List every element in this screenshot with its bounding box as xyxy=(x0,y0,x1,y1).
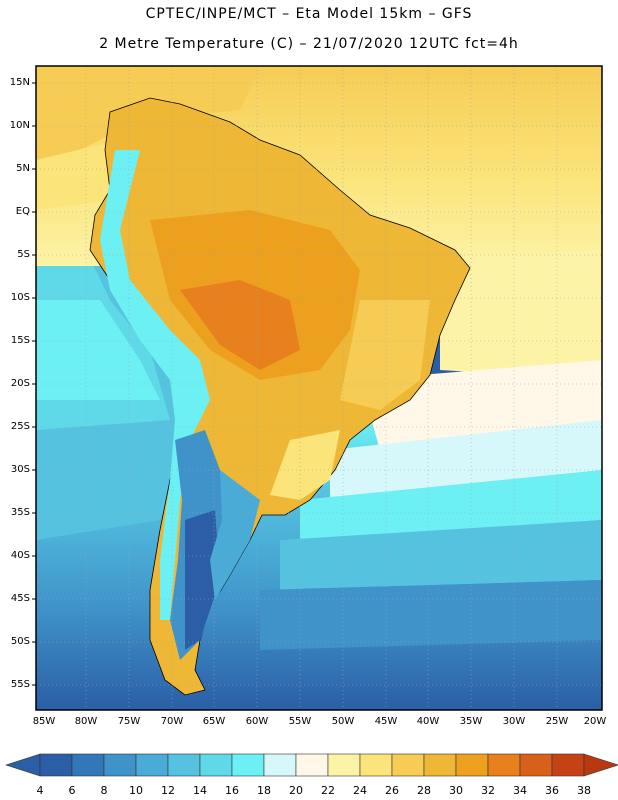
colorbar-label: 34 xyxy=(513,784,527,797)
colorbar-label: 24 xyxy=(353,784,367,797)
colorbar-swatch xyxy=(551,753,585,777)
colorbar-swatch xyxy=(359,753,393,777)
lat-label: 20S xyxy=(10,378,30,389)
lon-label: 30W xyxy=(502,716,526,727)
colorbar-swatch xyxy=(103,753,137,777)
graticule xyxy=(36,66,602,710)
colorbar-label: 16 xyxy=(225,784,239,797)
colorbar-swatch xyxy=(167,753,201,777)
colorbar-swatch xyxy=(423,753,457,777)
colorbar-label: 36 xyxy=(545,784,559,797)
lon-label: 35W xyxy=(459,716,483,727)
colorbar-swatch xyxy=(263,753,297,777)
colorbar-label: 12 xyxy=(161,784,175,797)
colorbar-label: 18 xyxy=(257,784,271,797)
colorbar-swatch xyxy=(199,753,233,777)
colorbar-swatch xyxy=(71,753,105,777)
lon-label: 85W xyxy=(32,716,56,727)
colorbar-label: 32 xyxy=(481,784,495,797)
colorbar-label: 6 xyxy=(68,784,76,797)
colorbar-swatch xyxy=(295,753,329,777)
lon-label: 60W xyxy=(245,716,269,727)
lat-label: 15S xyxy=(10,335,30,346)
lat-label: 30S xyxy=(10,464,30,475)
colorbar-swatch xyxy=(391,753,425,777)
lat-label: EQ xyxy=(15,206,30,217)
map-title-line2: 2 Metre Temperature (C) – 21/07/2020 12U… xyxy=(99,36,519,52)
colorbar xyxy=(5,753,618,777)
lon-label: 50W xyxy=(331,716,355,727)
map-title-line1: CPTEC/INPE/MCT – Eta Model 15km – GFS xyxy=(145,6,473,22)
map-field xyxy=(36,66,602,710)
lat-label: 55S xyxy=(10,679,30,690)
colorbar-swatch xyxy=(327,753,361,777)
colorbar-label: 20 xyxy=(289,784,303,797)
lon-label: 20W xyxy=(583,716,607,727)
colorbar-swatch xyxy=(231,753,265,777)
colorbar-swatch xyxy=(519,753,553,777)
lat-label: 40S xyxy=(10,550,30,561)
colorbar-label: 14 xyxy=(193,784,207,797)
colorbar-swatch xyxy=(135,753,169,777)
lat-label: 10S xyxy=(10,292,30,303)
lat-label: 50S xyxy=(10,636,30,647)
lat-label: 10N xyxy=(9,120,30,131)
lat-label: 35S xyxy=(10,507,30,518)
colorbar-swatch xyxy=(487,753,521,777)
colorbar-label: 26 xyxy=(385,784,399,797)
colorbar-label: 22 xyxy=(321,784,335,797)
colorbar-label: 10 xyxy=(129,784,143,797)
lon-label: 65W xyxy=(202,716,226,727)
lat-label: 5S xyxy=(17,249,30,260)
lon-label: 80W xyxy=(74,716,98,727)
colorbar-label: 4 xyxy=(36,784,44,797)
colorbar-label: 38 xyxy=(577,784,591,797)
lon-label: 40W xyxy=(416,716,440,727)
lon-label: 45W xyxy=(374,716,398,727)
lat-label: 15N xyxy=(9,77,30,88)
lat-label: 5N xyxy=(16,163,30,174)
map-frame xyxy=(35,65,603,711)
colorbar-right-arrow xyxy=(583,753,618,777)
colorbar-left-arrow xyxy=(5,753,41,777)
colorbar-swatch xyxy=(39,753,73,777)
lon-label: 70W xyxy=(160,716,184,727)
lon-label: 75W xyxy=(117,716,141,727)
colorbar-label: 28 xyxy=(417,784,431,797)
lat-label: 25S xyxy=(10,421,30,432)
lon-label: 55W xyxy=(288,716,312,727)
colorbar-label: 30 xyxy=(449,784,463,797)
lon-label: 25W xyxy=(545,716,569,727)
colorbar-swatch xyxy=(455,753,489,777)
lat-label: 45S xyxy=(10,593,30,604)
colorbar-label: 8 xyxy=(100,784,108,797)
